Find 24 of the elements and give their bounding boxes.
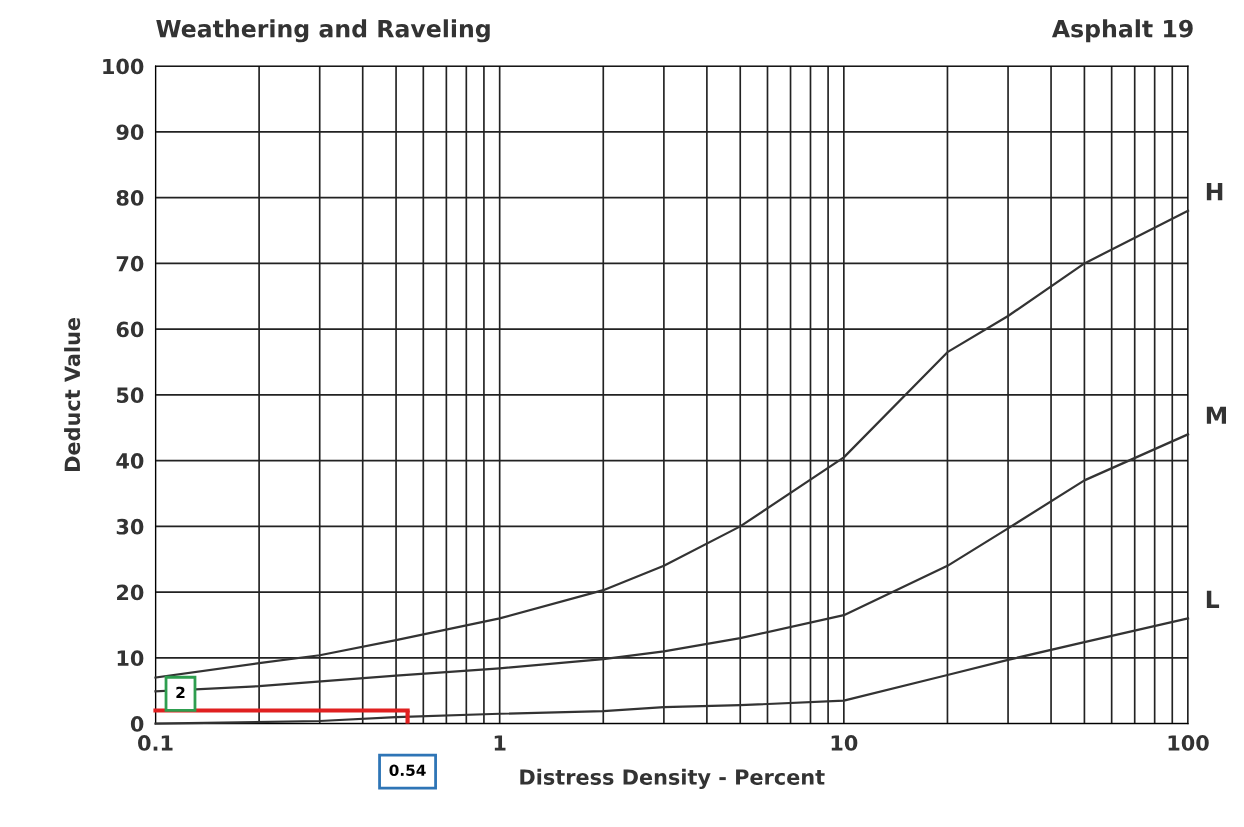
y-axis-title: Deduct Value — [64, 317, 81, 471]
text: 0.54 — [389, 764, 426, 777]
annotation: 2 — [176, 686, 185, 699]
x-tick-label: 100 — [1168, 735, 1209, 751]
x-axis-title: Distress Density - Percent — [520, 768, 825, 790]
x-tick-label: 1 — [494, 735, 506, 751]
x-tick-label: 0.1 — [138, 735, 173, 751]
x-tick-label: 10 — [831, 735, 858, 751]
y-tick-label: 50 — [117, 387, 144, 404]
y-tick-label: 60 — [116, 321, 144, 338]
series-label: M — [1206, 406, 1226, 424]
y-tick-label: 10 — [117, 650, 144, 667]
y-tick-label: 0 — [130, 716, 144, 732]
y-tick-label: 80 — [116, 190, 144, 206]
y-tick-label: 40 — [116, 453, 144, 469]
y-tick-label: 100 — [103, 58, 144, 75]
series-label: L — [1206, 590, 1220, 608]
chart-subtitle: Asphalt 19 — [1051, 19, 1193, 43]
y-tick-label: 30 — [116, 518, 144, 535]
chart-title: Weathering and Raveling — [156, 19, 490, 43]
y-tick-label: 70 — [116, 255, 144, 272]
series-label: H — [1206, 183, 1223, 201]
y-tick-label: 90 — [116, 124, 144, 141]
y-tick-label: 20 — [117, 584, 144, 601]
